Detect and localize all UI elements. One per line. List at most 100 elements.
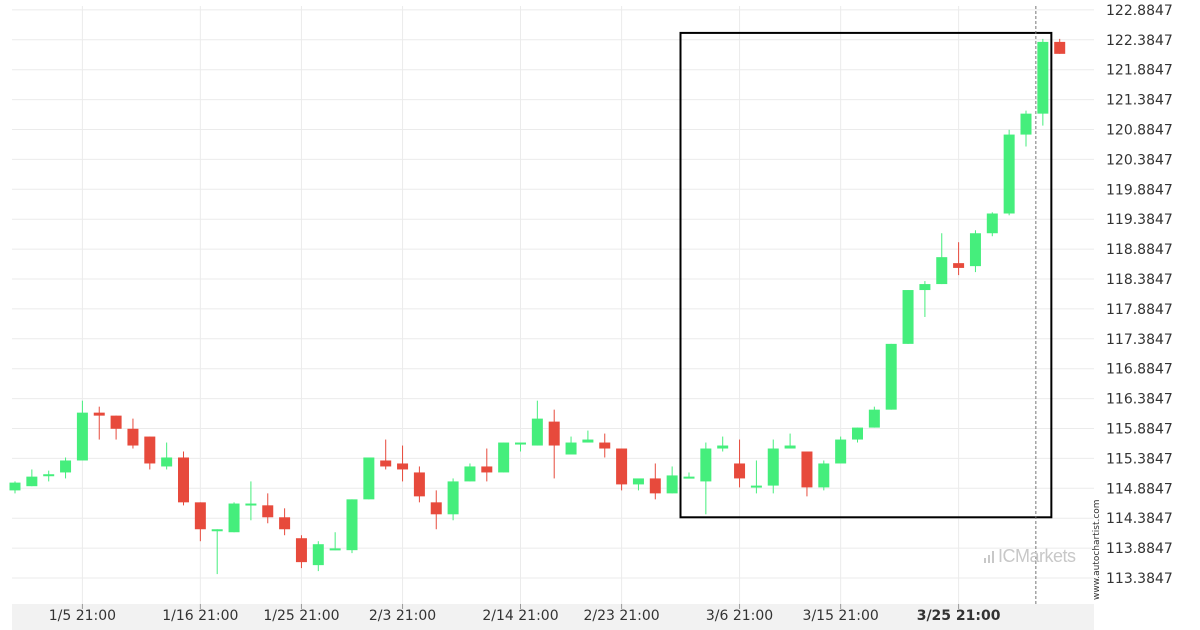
candle	[498, 442, 510, 473]
candle	[616, 448, 628, 491]
candle-body	[76, 412, 88, 461]
logo-text-markets: Markets	[1015, 546, 1076, 566]
x-tick-label: 2/14 21:00	[482, 608, 558, 624]
candle-body	[1020, 113, 1032, 135]
y-tick-label: 113.8847	[1106, 541, 1173, 557]
y-tick-label: 120.8847	[1106, 123, 1173, 139]
y-tick-label: 115.8847	[1106, 422, 1173, 438]
candle-body	[616, 448, 628, 485]
candle-body	[717, 445, 729, 449]
candle-body	[481, 466, 493, 473]
candle	[363, 457, 375, 500]
candle	[178, 451, 189, 506]
candle	[734, 439, 746, 488]
candle	[986, 212, 998, 237]
candle-body	[178, 457, 189, 503]
candle	[245, 481, 257, 521]
candle	[1037, 38, 1049, 126]
candle	[750, 460, 762, 494]
candle-body	[599, 442, 611, 449]
candle-body	[885, 343, 897, 410]
candle	[868, 406, 880, 428]
candle-body	[649, 478, 661, 494]
candle-body	[1054, 41, 1066, 54]
candle-body	[868, 409, 880, 428]
candle-body	[127, 428, 139, 446]
candle	[329, 532, 341, 551]
candle	[413, 466, 425, 503]
candle	[211, 529, 223, 575]
logo-text-ic: IC	[998, 546, 1016, 566]
candle	[312, 541, 324, 572]
candle	[1003, 129, 1015, 216]
candle-body	[464, 466, 476, 482]
candle	[1054, 38, 1066, 54]
candle	[683, 472, 695, 479]
candle-body	[750, 485, 762, 488]
candle	[936, 233, 948, 285]
y-tick-label: 113.3847	[1106, 571, 1173, 587]
candle-body	[1037, 41, 1049, 114]
candle	[902, 290, 914, 344]
candle-body	[666, 475, 678, 494]
candle	[144, 436, 156, 470]
y-tick-label: 118.3847	[1106, 272, 1173, 288]
candle	[346, 499, 358, 554]
candle-body	[144, 436, 156, 464]
candle	[295, 535, 307, 569]
candle	[262, 493, 274, 524]
candle-body	[60, 460, 72, 473]
y-tick-label: 114.3847	[1106, 511, 1173, 527]
candle-body	[953, 263, 965, 268]
candle-body	[26, 476, 38, 487]
candle	[969, 230, 981, 273]
candle-body	[835, 439, 847, 464]
y-tick-label: 117.3847	[1106, 332, 1173, 348]
candle	[26, 469, 38, 487]
candle	[194, 502, 206, 542]
candle	[515, 442, 526, 452]
candle	[801, 451, 813, 497]
icmarkets-logo: ICMarkets	[984, 546, 1076, 567]
x-tick-label: 2/3 21:00	[369, 608, 436, 624]
x-tick-label: 2/23 21:00	[583, 608, 659, 624]
x-tick-label: 3/6 21:00	[706, 608, 773, 624]
candle	[60, 457, 72, 479]
candle	[582, 430, 594, 443]
candle-body	[969, 233, 981, 267]
candle-body	[447, 481, 459, 515]
y-tick-label: 118.8847	[1106, 242, 1173, 258]
candles	[9, 38, 1066, 575]
x-tick-label: 1/16 21:00	[162, 608, 238, 624]
y-tick-label: 117.8847	[1106, 302, 1173, 318]
grid-lines	[12, 6, 1094, 604]
y-tick-label: 116.8847	[1106, 362, 1173, 378]
candle	[447, 478, 459, 521]
candle-body	[430, 502, 442, 515]
pattern-box	[679, 31, 1053, 519]
candle-body	[582, 439, 594, 443]
candle	[531, 400, 543, 446]
candle	[717, 436, 729, 452]
candle	[110, 415, 122, 440]
candle	[548, 409, 560, 479]
candle	[93, 406, 105, 440]
candle	[919, 281, 931, 317]
candle-body	[211, 529, 223, 532]
candle	[397, 445, 409, 482]
x-tick-label: 1/5 21:00	[49, 608, 116, 624]
candle-body	[784, 445, 796, 449]
candle	[565, 436, 577, 455]
candle-body	[245, 503, 257, 506]
candle	[430, 490, 442, 530]
candle	[852, 427, 863, 443]
y-tick-label: 120.3847	[1106, 152, 1173, 168]
candle	[76, 400, 88, 461]
candle-body	[936, 257, 948, 285]
overlay	[679, 6, 1053, 604]
candle	[481, 448, 493, 482]
candle	[649, 463, 661, 500]
candle-body	[1003, 134, 1015, 214]
candle-body	[295, 538, 307, 563]
